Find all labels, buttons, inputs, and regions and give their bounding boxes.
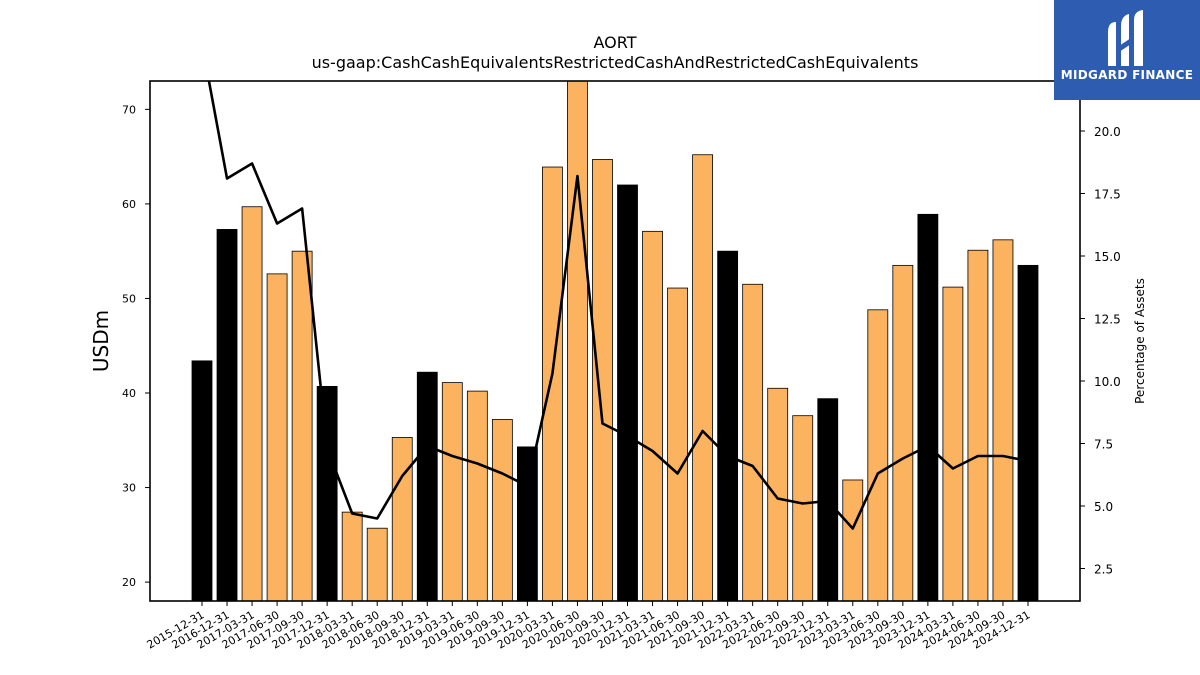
bar bbox=[366, 527, 388, 602]
y-tick-label-right: 7.5 bbox=[1094, 438, 1113, 452]
bar bbox=[992, 239, 1014, 602]
bar bbox=[491, 419, 513, 602]
bar bbox=[1017, 264, 1039, 602]
midgard-logo-icon bbox=[1108, 10, 1143, 66]
y-tick-label-right: 5.0 bbox=[1094, 500, 1113, 514]
bar bbox=[266, 273, 288, 602]
bar bbox=[942, 286, 964, 602]
bar bbox=[892, 264, 914, 602]
line-layer bbox=[207, 81, 1029, 530]
midgard-finance-logo: MIDGARD FINANCE bbox=[1054, 0, 1200, 100]
bar bbox=[642, 230, 663, 602]
bar bbox=[742, 283, 764, 602]
y-tick-label-left: 50 bbox=[122, 292, 136, 305]
bar bbox=[867, 309, 889, 602]
y-tick-label-left: 40 bbox=[122, 387, 136, 400]
bar bbox=[792, 415, 814, 602]
chart-subtitle: us-gaap:CashCashEquivalentsRestrictedCas… bbox=[312, 53, 919, 72]
bar bbox=[241, 206, 263, 602]
bar bbox=[191, 360, 213, 602]
bar bbox=[516, 446, 538, 602]
bar bbox=[967, 249, 989, 602]
bar bbox=[842, 479, 864, 602]
bar bbox=[216, 229, 238, 602]
y-tick-label-right: 20.0 bbox=[1094, 125, 1121, 139]
bar bbox=[542, 166, 563, 602]
bar bbox=[717, 250, 739, 602]
bar bbox=[917, 213, 939, 602]
y-axis-label-right: Percentage of Assets bbox=[1133, 278, 1147, 404]
bar bbox=[391, 437, 413, 602]
y-tick-label-right: 2.5 bbox=[1094, 563, 1113, 577]
y-tick-label-right: 17.5 bbox=[1094, 188, 1121, 202]
bar bbox=[291, 250, 313, 602]
y-tick-label-left: 20 bbox=[122, 576, 136, 589]
y-tick-label-left: 60 bbox=[122, 198, 136, 211]
series-line bbox=[207, 81, 1029, 530]
bars-layer bbox=[191, 80, 1039, 602]
y-axis-label-left: USDm bbox=[89, 310, 113, 372]
bar bbox=[592, 159, 613, 602]
y-axis-right: 2.5 5.0 7.5 10.0 12.5 15.0 17.5 20.0 bbox=[1080, 125, 1121, 577]
bar bbox=[692, 154, 713, 602]
y-axis-left: 20 30 40 50 60 70 bbox=[122, 103, 150, 589]
y-tick-label-right: 15.0 bbox=[1094, 250, 1121, 264]
bar bbox=[667, 287, 688, 602]
bar bbox=[567, 80, 588, 602]
logo-text: MIDGARD FINANCE bbox=[1060, 68, 1194, 82]
bar bbox=[466, 390, 488, 602]
y-tick-label-left: 70 bbox=[122, 103, 136, 116]
bar bbox=[441, 382, 463, 602]
bar bbox=[617, 184, 638, 602]
y-tick-label-left: 30 bbox=[122, 482, 136, 495]
bar bbox=[416, 371, 438, 602]
y-tick-label-right: 12.5 bbox=[1094, 313, 1121, 327]
bar bbox=[767, 387, 789, 602]
chart-title: AORT bbox=[594, 33, 637, 52]
x-axis: 2015-12-312016-12-312017-03-312017-06-30… bbox=[145, 601, 1032, 652]
y-tick-label-right: 10.0 bbox=[1094, 375, 1121, 389]
bar bbox=[341, 511, 363, 602]
bar bbox=[316, 385, 338, 602]
plot-frame bbox=[149, 80, 1081, 602]
